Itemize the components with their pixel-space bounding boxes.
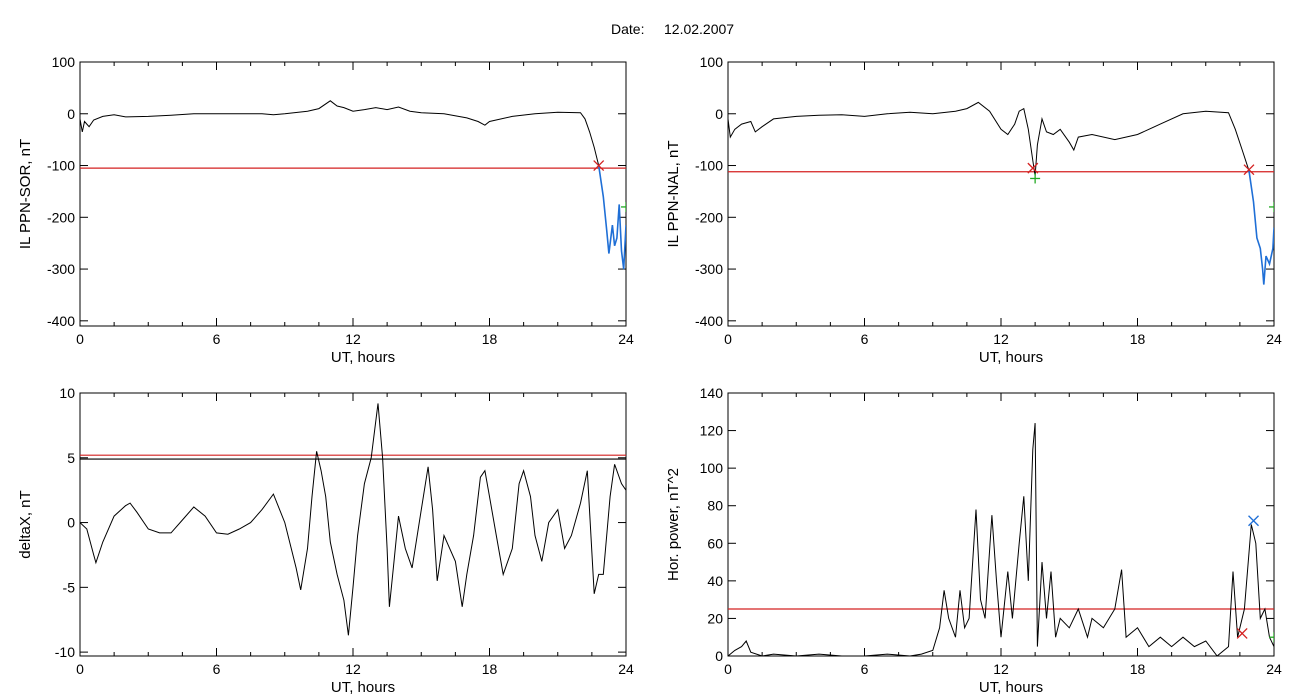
highlighted-segment-line [597, 165, 626, 270]
marker-stroke [593, 160, 605, 171]
x-axis-label: UT, hours [331, 349, 395, 366]
y-tick-label: -400 [47, 313, 75, 329]
y-tick-label: -100 [695, 158, 723, 174]
x-tick-label: 24 [618, 331, 634, 347]
y-tick-label: 100 [700, 460, 724, 476]
plot-area [80, 100, 626, 270]
y-tick-label: 20 [707, 610, 723, 626]
chart-panel-2: 0 6 12 18 24 -400 -300 -200 -100 0 100 UT, hours IL … [665, 54, 1282, 366]
marker-stroke [1236, 627, 1248, 639]
x-tick-label: 18 [1130, 661, 1146, 677]
x-tick-label: 18 [482, 331, 498, 347]
y-tick-label: -10 [55, 644, 75, 660]
plot-area [728, 101, 1274, 285]
y-tick-label: -300 [695, 261, 723, 277]
y-tick-label: 140 [700, 385, 724, 401]
event-marker-blue [1248, 515, 1259, 527]
highlighted-segment-line [1248, 170, 1274, 285]
x-tick-label: 6 [213, 661, 221, 677]
x-tick-label: 24 [1266, 331, 1282, 347]
x-tick-label: 18 [1130, 331, 1146, 347]
y-tick-label: -100 [47, 158, 75, 174]
y-tick-label: 0 [67, 106, 75, 122]
x-tick-label: 6 [861, 661, 869, 677]
data-series-line [728, 423, 1274, 656]
x-tick-label: 6 [213, 331, 221, 347]
data-series-line [80, 403, 626, 636]
marker-stroke [1243, 164, 1255, 176]
x-axis-label: UT, hours [331, 679, 395, 696]
chart-panel-1: 0 6 12 18 24 -400 -300 -200 -100 0 100 UT, hours IL … [17, 54, 634, 366]
event-marker-green [1269, 201, 1274, 212]
x-axis-label: UT, hours [979, 349, 1043, 366]
event-marker-red [1027, 162, 1039, 174]
y-tick-label: 0 [715, 648, 723, 664]
data-series-line [80, 100, 600, 166]
x-tick-label: 12 [345, 661, 361, 677]
plot-frame [727, 392, 1275, 657]
x-axis-label: UT, hours [979, 679, 1043, 696]
plot-frame [79, 392, 627, 657]
y-tick-label: -300 [47, 261, 75, 277]
y-tick-label: -200 [695, 209, 723, 225]
event-marker-green [1269, 632, 1274, 643]
y-axis-label: Hor. power, nT^2 [665, 468, 682, 581]
x-tick-label: 0 [724, 661, 732, 677]
date-label: Date: [611, 21, 644, 37]
marker-stroke [1027, 162, 1039, 174]
date-value: 12.02.2007 [664, 21, 734, 37]
event-marker-red [1243, 164, 1255, 176]
y-tick-label: 5 [67, 450, 75, 466]
plot-area [728, 423, 1274, 656]
x-tick-label: 0 [76, 661, 84, 677]
y-axis-label: deltaX, nT [17, 490, 34, 558]
y-tick-label: 0 [67, 515, 75, 531]
x-tick-label: 12 [993, 331, 1009, 347]
y-tick-label: 100 [700, 54, 724, 70]
x-tick-label: 6 [861, 331, 869, 347]
y-tick-label: 80 [707, 498, 723, 514]
x-tick-label: 24 [1266, 661, 1282, 677]
y-tick-label: 40 [707, 573, 723, 589]
event-marker-green [1030, 173, 1041, 184]
y-axis-label: IL PPN-SOR, nT [17, 139, 34, 249]
x-tick-label: 12 [345, 331, 361, 347]
event-marker-green [621, 201, 626, 212]
event-marker-red [1236, 627, 1248, 639]
event-marker-red [593, 160, 605, 171]
y-tick-label: 120 [700, 423, 724, 439]
y-axis-label: IL PPN-NAL, nT [665, 141, 682, 248]
y-tick-label: 60 [707, 535, 723, 551]
chart-panel-3: 0 6 12 18 24 -10 -5 0 5 10 UT, hours deltaX, nT [17, 385, 634, 696]
y-tick-label: 10 [59, 385, 75, 401]
y-tick-label: -200 [47, 209, 75, 225]
plot-frame [727, 61, 1275, 327]
y-tick-label: -400 [695, 313, 723, 329]
y-tick-label: 100 [52, 54, 76, 70]
data-series-line [728, 101, 1250, 176]
marker-stroke [1248, 515, 1259, 527]
chart-panel-4: 0 6 12 18 24 0 20 40 60 80 100 120 140 UT, hours Hor. … [665, 385, 1282, 696]
plot-area [80, 403, 626, 636]
plot-frame [79, 61, 627, 327]
y-tick-label: -5 [63, 579, 76, 595]
x-tick-label: 0 [76, 331, 84, 347]
x-tick-label: 0 [724, 331, 732, 347]
x-tick-label: 24 [618, 661, 634, 677]
x-tick-label: 18 [482, 661, 498, 677]
y-tick-label: 0 [715, 106, 723, 122]
x-tick-label: 12 [993, 661, 1009, 677]
